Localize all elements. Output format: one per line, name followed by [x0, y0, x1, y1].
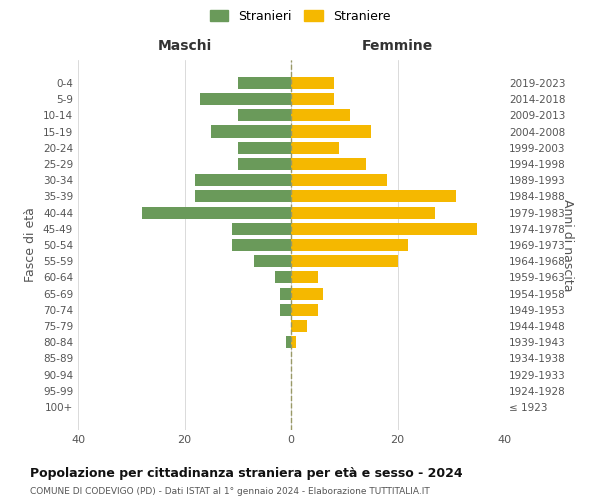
Bar [291, 255, 398, 268]
Bar [232, 239, 291, 251]
Bar [275, 272, 291, 283]
Bar [291, 142, 339, 154]
Text: COMUNE DI CODEVIGO (PD) - Dati ISTAT al 1° gennaio 2024 - Elaborazione TUTTITALI: COMUNE DI CODEVIGO (PD) - Dati ISTAT al … [30, 488, 430, 496]
Bar [291, 158, 365, 170]
Text: Femmine: Femmine [362, 38, 433, 52]
Bar [238, 77, 291, 89]
Bar [291, 222, 478, 235]
Bar [291, 126, 371, 138]
Bar [232, 222, 291, 235]
Bar [254, 255, 291, 268]
Bar [238, 142, 291, 154]
Bar [291, 239, 408, 251]
Bar [291, 304, 317, 316]
Bar [291, 174, 387, 186]
Bar [211, 126, 291, 138]
Bar [280, 288, 291, 300]
Bar [291, 190, 456, 202]
Bar [195, 190, 291, 202]
Legend: Stranieri, Straniere: Stranieri, Straniere [206, 6, 394, 26]
Bar [291, 320, 307, 332]
Bar [200, 93, 291, 105]
Bar [238, 158, 291, 170]
Bar [291, 109, 350, 122]
Bar [195, 174, 291, 186]
Bar [291, 288, 323, 300]
Bar [291, 77, 334, 89]
Y-axis label: Fasce di età: Fasce di età [25, 208, 37, 282]
Text: Popolazione per cittadinanza straniera per età e sesso - 2024: Popolazione per cittadinanza straniera p… [30, 468, 463, 480]
Bar [142, 206, 291, 218]
Bar [291, 206, 435, 218]
Bar [291, 272, 317, 283]
Bar [286, 336, 291, 348]
Y-axis label: Anni di nascita: Anni di nascita [561, 198, 574, 291]
Bar [238, 109, 291, 122]
Bar [291, 93, 334, 105]
Bar [280, 304, 291, 316]
Text: Maschi: Maschi [157, 38, 212, 52]
Bar [291, 336, 296, 348]
